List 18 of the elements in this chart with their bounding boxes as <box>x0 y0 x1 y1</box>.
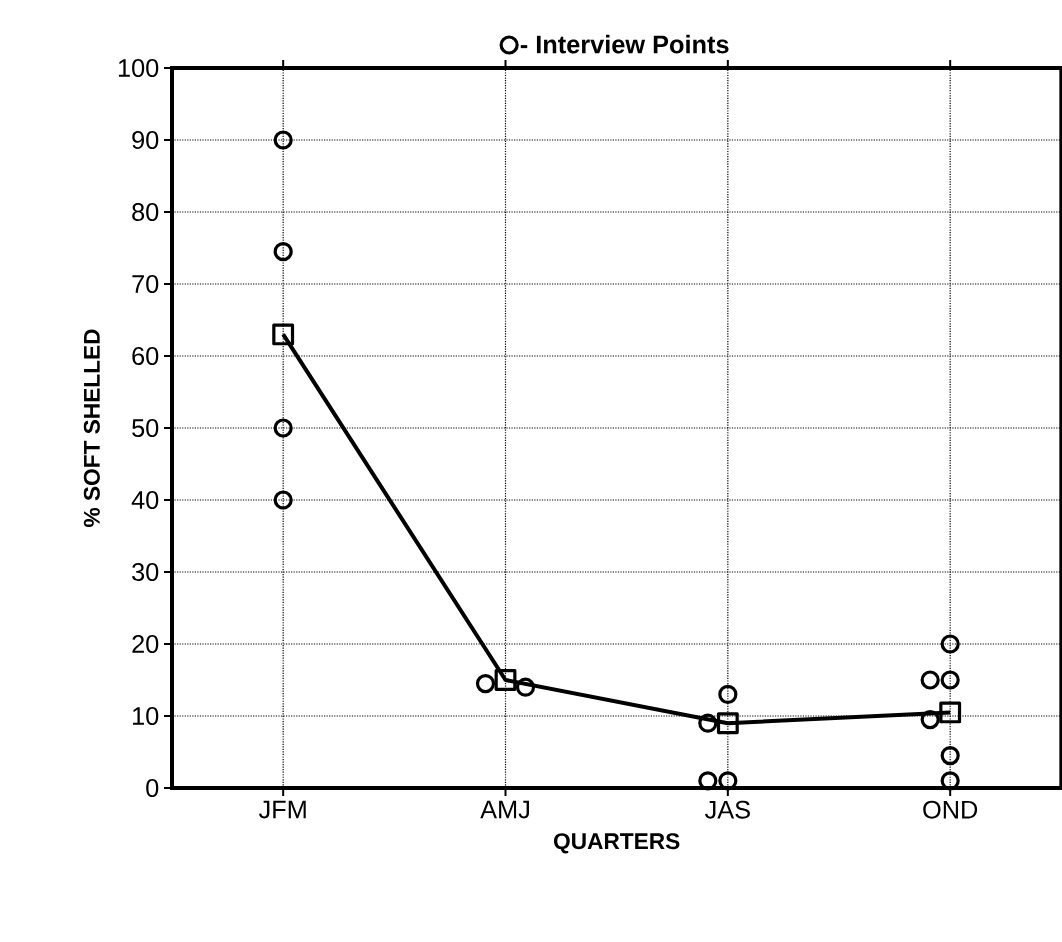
y-tick-label: 80 <box>132 203 159 221</box>
y-tick-label: 90 <box>132 131 159 149</box>
y-axis-title: % SOFT SHELLED <box>83 329 100 527</box>
y-tick-label: 100 <box>118 59 159 77</box>
x-tick-label: JAS <box>705 800 750 819</box>
y-tick-label: 0 <box>146 779 159 797</box>
y-tick-label: 10 <box>133 707 159 725</box>
y-tick-label: 30 <box>132 563 159 581</box>
y-tick-label: 20 <box>132 635 159 653</box>
y-tick-label: 70 <box>132 275 159 293</box>
y-tick-label: 60 <box>132 347 159 365</box>
legend-label: - Interview Points <box>520 34 729 54</box>
x-axis-title: QUARTERS <box>554 833 680 854</box>
x-tick-label: AMJ <box>480 800 529 819</box>
y-tick-label: 50 <box>132 419 159 437</box>
x-tick-label: JFM <box>258 800 306 819</box>
x-tick-label: OND <box>923 800 978 819</box>
y-tick-label: 40 <box>131 491 159 509</box>
